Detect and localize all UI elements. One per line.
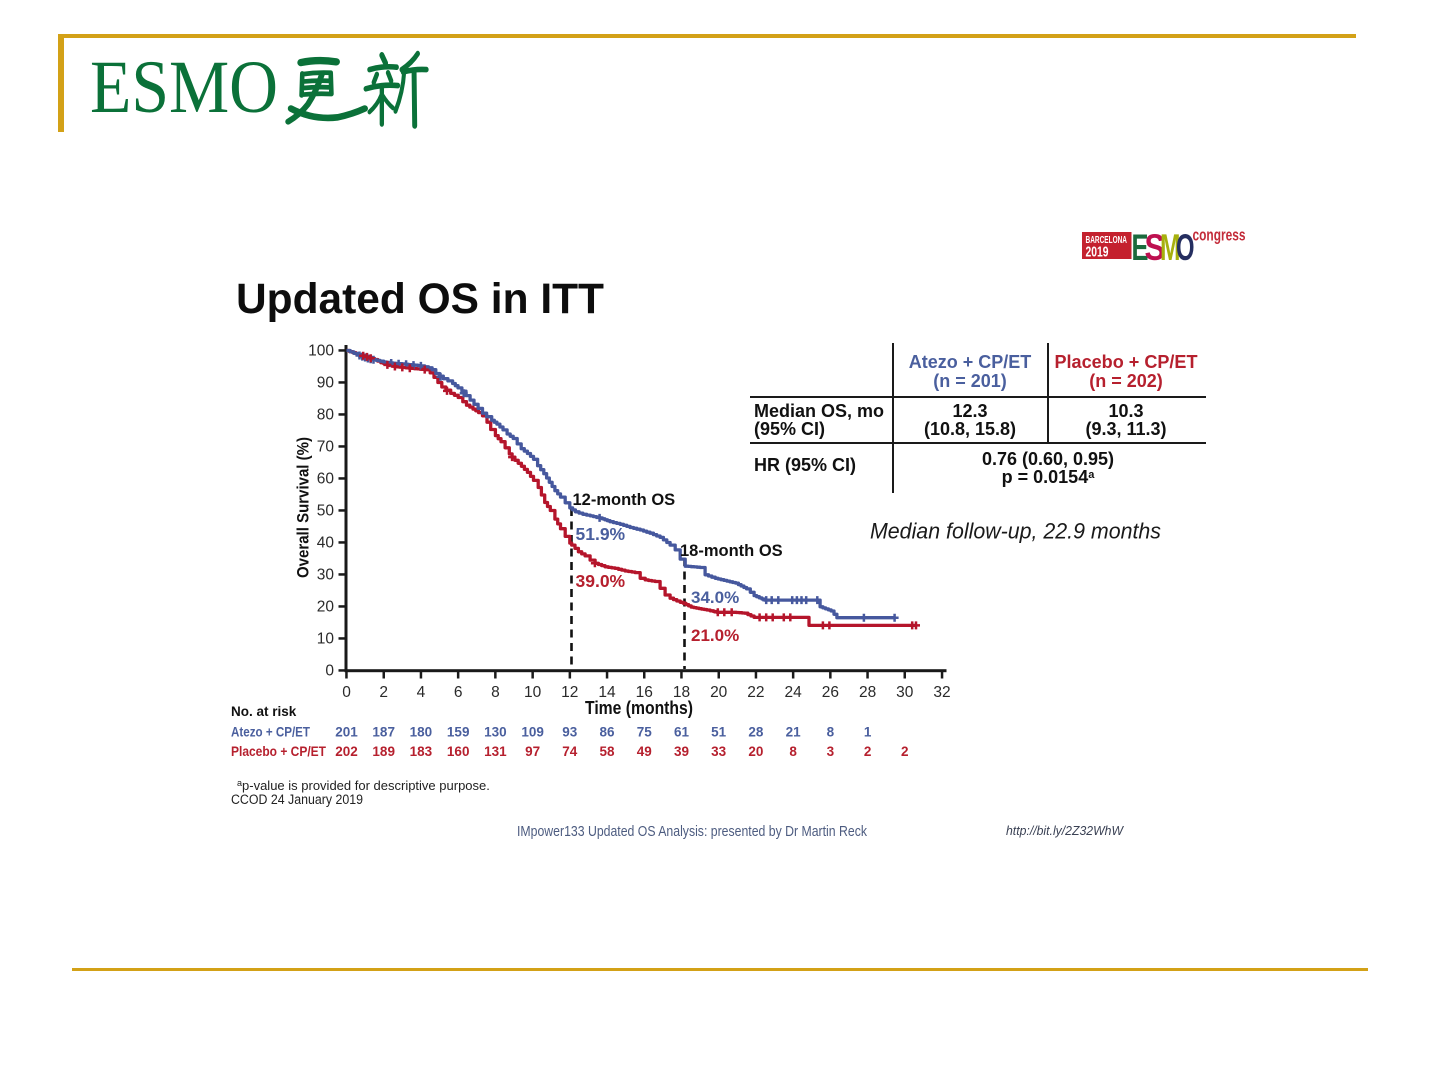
svg-text:2: 2 [379, 684, 388, 701]
svg-text:2: 2 [864, 744, 872, 759]
svg-text:39.0%: 39.0% [576, 571, 626, 591]
svg-text:187: 187 [372, 725, 395, 740]
svg-text:ESMO: ESMO [90, 46, 278, 129]
svg-text:(10.8, 15.8): (10.8, 15.8) [924, 419, 1016, 439]
svg-text:30: 30 [896, 684, 914, 701]
svg-text:33: 33 [711, 744, 727, 759]
svg-text:(n = 201): (n = 201) [933, 371, 1007, 391]
svg-text:http://bit.ly/2Z32WhW: http://bit.ly/2Z32WhW [1006, 823, 1125, 838]
svg-text:100: 100 [308, 343, 334, 360]
svg-text:12: 12 [561, 684, 578, 701]
svg-text:Overall Survival (%): Overall Survival (%) [295, 437, 313, 578]
svg-text:12.3: 12.3 [952, 401, 987, 421]
svg-text:183: 183 [410, 744, 433, 759]
svg-text:32: 32 [933, 684, 950, 701]
svg-text:4: 4 [417, 684, 426, 701]
svg-text:20: 20 [748, 744, 763, 759]
svg-text:131: 131 [484, 744, 507, 759]
svg-text:8: 8 [789, 744, 797, 759]
svg-text:49: 49 [637, 744, 652, 759]
svg-text:Median OS, mo: Median OS, mo [754, 401, 884, 421]
svg-text:BARCELONA: BARCELONA [1086, 235, 1128, 246]
svg-text:90: 90 [317, 375, 335, 392]
svg-text:Updated OS in ITT: Updated OS in ITT [236, 275, 604, 323]
svg-text:E: E [1132, 226, 1149, 268]
svg-text:202: 202 [335, 744, 358, 759]
svg-text:180: 180 [410, 725, 433, 740]
svg-text:M: M [1160, 226, 1181, 268]
svg-text:0: 0 [325, 663, 334, 680]
svg-text:2: 2 [901, 744, 909, 759]
svg-text:(9.3, 11.3): (9.3, 11.3) [1085, 419, 1166, 439]
svg-text:18: 18 [673, 684, 690, 701]
svg-text:201: 201 [335, 725, 358, 740]
svg-text:2019: 2019 [1086, 245, 1109, 261]
svg-text:16: 16 [636, 684, 653, 701]
svg-text:HR (95% CI): HR (95% CI) [754, 455, 856, 475]
svg-text:(n = 202): (n = 202) [1089, 371, 1163, 391]
svg-text:10: 10 [317, 631, 335, 648]
svg-text:ap-value is provided for descr: ap-value is provided for descriptive pur… [237, 778, 490, 793]
svg-text:8: 8 [827, 725, 835, 740]
svg-text:97: 97 [525, 744, 540, 759]
svg-text:93: 93 [562, 725, 578, 740]
svg-text:12-month OS: 12-month OS [573, 491, 676, 509]
svg-text:160: 160 [447, 744, 470, 759]
svg-text:14: 14 [598, 684, 616, 701]
svg-text:51.9%: 51.9% [576, 524, 626, 544]
svg-text:0: 0 [342, 684, 351, 701]
svg-text:21: 21 [786, 725, 802, 740]
svg-text:86: 86 [599, 725, 615, 740]
svg-text:O: O [1176, 226, 1195, 268]
svg-text:39: 39 [674, 744, 689, 759]
svg-text:p = 0.0154a: p = 0.0154a [1002, 467, 1096, 487]
svg-text:No. at risk: No. at risk [231, 704, 297, 719]
svg-text:80: 80 [317, 407, 335, 424]
svg-text:20: 20 [317, 599, 335, 616]
svg-text:74: 74 [562, 744, 578, 759]
svg-text:22: 22 [747, 684, 764, 701]
svg-text:0.76 (0.60, 0.95): 0.76 (0.60, 0.95) [982, 449, 1114, 469]
svg-text:130: 130 [484, 725, 507, 740]
svg-text:IMpower133 Updated OS Analysis: IMpower133 Updated OS Analysis: presente… [517, 824, 868, 840]
svg-text:Median follow-up, 22.9 months: Median follow-up, 22.9 months [870, 519, 1161, 544]
svg-text:1: 1 [864, 725, 872, 740]
svg-text:3: 3 [827, 744, 835, 759]
svg-text:S: S [1145, 226, 1166, 268]
svg-text:51: 51 [711, 725, 727, 740]
svg-text:congress: congress [1193, 227, 1246, 245]
svg-text:18-month OS: 18-month OS [680, 542, 783, 560]
svg-text:(95% CI): (95% CI) [754, 419, 825, 439]
svg-text:CCOD 24 January 2019: CCOD 24 January 2019 [231, 792, 363, 807]
svg-text:8: 8 [491, 684, 500, 701]
svg-text:6: 6 [454, 684, 463, 701]
svg-text:Atezo + CP/ET: Atezo + CP/ET [231, 724, 310, 740]
svg-text:40: 40 [317, 535, 335, 552]
svg-text:75: 75 [637, 725, 653, 740]
svg-text:10.3: 10.3 [1108, 401, 1143, 421]
svg-text:58: 58 [599, 744, 615, 759]
svg-text:10: 10 [524, 684, 542, 701]
svg-text:28: 28 [859, 684, 876, 701]
svg-text:Time (months): Time (months) [585, 697, 693, 718]
svg-text:Atezo + CP/ET: Atezo + CP/ET [909, 352, 1032, 372]
svg-text:189: 189 [372, 744, 395, 759]
svg-text:30: 30 [317, 567, 335, 584]
svg-text:60: 60 [317, 471, 335, 488]
svg-text:159: 159 [447, 725, 470, 740]
svg-text:24: 24 [784, 684, 802, 701]
svg-text:109: 109 [521, 725, 544, 740]
svg-text:50: 50 [317, 503, 335, 520]
svg-text:28: 28 [748, 725, 764, 740]
svg-text:70: 70 [317, 439, 335, 456]
svg-text:61: 61 [674, 725, 690, 740]
svg-text:Placebo + CP/ET: Placebo + CP/ET [231, 743, 326, 759]
svg-text:21.0%: 21.0% [691, 626, 739, 645]
svg-text:26: 26 [822, 684, 839, 701]
svg-text:20: 20 [710, 684, 728, 701]
svg-text:Placebo + CP/ET: Placebo + CP/ET [1055, 352, 1198, 372]
svg-text:34.0%: 34.0% [691, 588, 739, 607]
